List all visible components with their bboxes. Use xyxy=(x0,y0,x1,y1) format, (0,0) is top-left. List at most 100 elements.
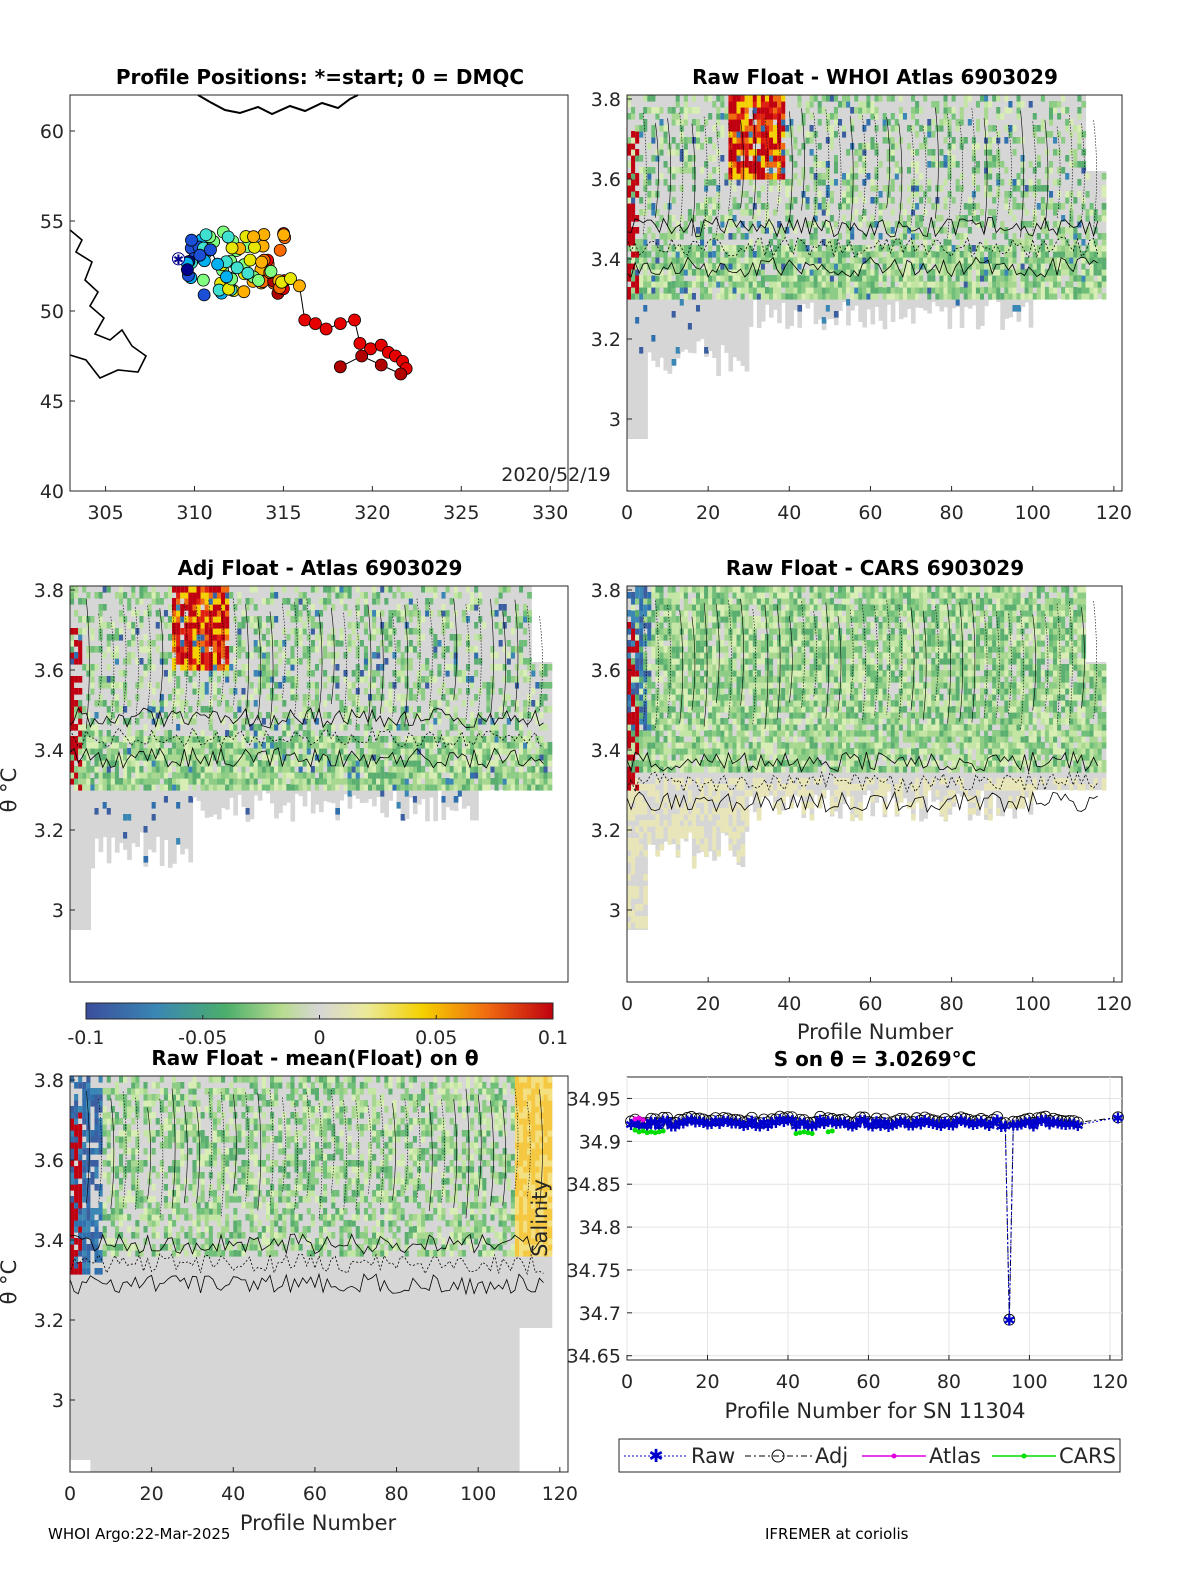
heatmap-cell xyxy=(695,281,701,288)
heatmap-cell xyxy=(372,778,377,785)
heatmap-cell xyxy=(870,185,876,192)
heatmap-cell xyxy=(785,251,790,258)
heatmap-cell xyxy=(744,269,750,276)
heatmap-cell xyxy=(527,778,532,785)
heatmap-cell xyxy=(805,131,811,138)
contour-line xyxy=(1032,121,1037,233)
heatmap-cell xyxy=(502,766,508,773)
heatmap-cell xyxy=(416,760,422,767)
heatmap-cell xyxy=(184,766,189,773)
heatmap-cell xyxy=(376,652,381,659)
heatmap-cell xyxy=(769,143,774,150)
heatmap-column xyxy=(78,586,83,930)
heatmap-cell xyxy=(785,191,790,198)
heatmap-cell xyxy=(282,754,287,761)
heatmap-cell xyxy=(728,155,734,162)
heatmap-cell xyxy=(1040,227,1046,234)
heatmap-cell xyxy=(728,101,734,108)
heatmap-cell xyxy=(380,610,385,617)
heatmap-cell xyxy=(898,245,904,252)
heatmap-cell xyxy=(400,592,406,599)
heatmap-cell xyxy=(172,772,177,779)
heatmap-cell xyxy=(274,592,279,599)
heatmap-cell xyxy=(355,652,361,659)
heatmap-cell xyxy=(797,281,803,288)
heatmap-cell xyxy=(687,287,693,294)
heatmap-cell xyxy=(1073,197,1078,204)
heatmap-cell xyxy=(192,652,198,659)
heatmap-cell xyxy=(866,95,872,102)
heatmap-cell xyxy=(363,622,369,629)
heatmap-cell xyxy=(359,616,365,623)
heatmap-cell xyxy=(923,281,928,288)
heatmap-cell xyxy=(253,724,259,731)
heatmap-cell xyxy=(147,604,153,611)
heatmap-cell xyxy=(106,772,112,779)
heatmap-column xyxy=(494,586,500,790)
heatmap-cell xyxy=(971,173,977,180)
heatmap-cell xyxy=(919,269,924,276)
heatmap-cell xyxy=(850,185,855,192)
heatmap-cell xyxy=(708,137,713,144)
heatmap-cell xyxy=(627,910,632,917)
heatmap-cell xyxy=(1016,95,1022,102)
heatmap-cell xyxy=(663,281,669,288)
heatmap-cell xyxy=(866,257,872,264)
heatmap-cell xyxy=(310,628,316,635)
heatmap-cell xyxy=(514,706,520,713)
heatmap-cell xyxy=(919,257,924,264)
map-x-ticks: 305 310 315 320 325 330 xyxy=(87,486,568,524)
heatmap-cell xyxy=(700,221,705,228)
heatmap-cell xyxy=(118,706,124,713)
heatmap-cell xyxy=(825,275,831,282)
heatmap-cell xyxy=(971,167,977,174)
heatmap-cell xyxy=(797,293,803,300)
heatmap-cell xyxy=(388,772,394,779)
heatmap-cell xyxy=(445,622,451,629)
heatmap-cell xyxy=(911,257,916,264)
heatmap-cell xyxy=(1065,263,1070,270)
heatmap-column xyxy=(651,95,657,361)
heatmap-cell xyxy=(655,245,661,252)
heatmap-cell xyxy=(971,155,977,162)
heatmap-cell xyxy=(384,778,389,785)
heatmap-cell xyxy=(732,185,738,192)
heatmap-cell xyxy=(825,287,831,294)
heatmap-cell xyxy=(339,598,345,605)
heatmap-cell xyxy=(172,610,177,617)
heatmap-cell xyxy=(906,287,912,294)
heatmap-cell xyxy=(915,257,920,264)
heatmap-cell xyxy=(331,736,336,743)
heatmap-cell xyxy=(445,748,451,755)
heatmap-cell xyxy=(683,155,689,162)
heatmap-cell xyxy=(98,616,104,623)
heatmap-cell xyxy=(167,622,173,629)
heatmap-cell xyxy=(110,772,116,779)
heatmap-cell xyxy=(404,790,410,797)
heatmap-cell xyxy=(1048,269,1054,276)
heatmap-cell xyxy=(143,586,149,593)
heatmap-cell xyxy=(716,251,721,258)
heatmap-cell xyxy=(695,119,701,126)
heatmap-cell xyxy=(429,706,434,713)
heatmap-cell xyxy=(331,766,336,773)
heatmap-cell xyxy=(347,622,353,629)
heatmap-cell xyxy=(675,101,681,108)
heatmap-cell xyxy=(943,281,949,288)
heatmap-column xyxy=(323,586,328,802)
heatmap-cell xyxy=(139,742,145,749)
heatmap-cell xyxy=(155,754,161,761)
heatmap-cell xyxy=(110,652,116,659)
heatmap-cell xyxy=(449,724,455,731)
heatmap-column xyxy=(110,586,116,838)
heatmap-cell xyxy=(172,616,177,623)
heatmap-cell xyxy=(123,670,128,677)
heatmap-cell xyxy=(343,592,349,599)
heatmap-cell xyxy=(249,754,255,761)
heatmap-cell xyxy=(176,682,181,689)
heatmap-cell xyxy=(449,598,455,605)
heatmap-cell xyxy=(543,754,549,761)
heatmap-cell xyxy=(1000,263,1005,270)
heatmap-column xyxy=(955,95,961,308)
heatmap-cell xyxy=(627,257,632,264)
